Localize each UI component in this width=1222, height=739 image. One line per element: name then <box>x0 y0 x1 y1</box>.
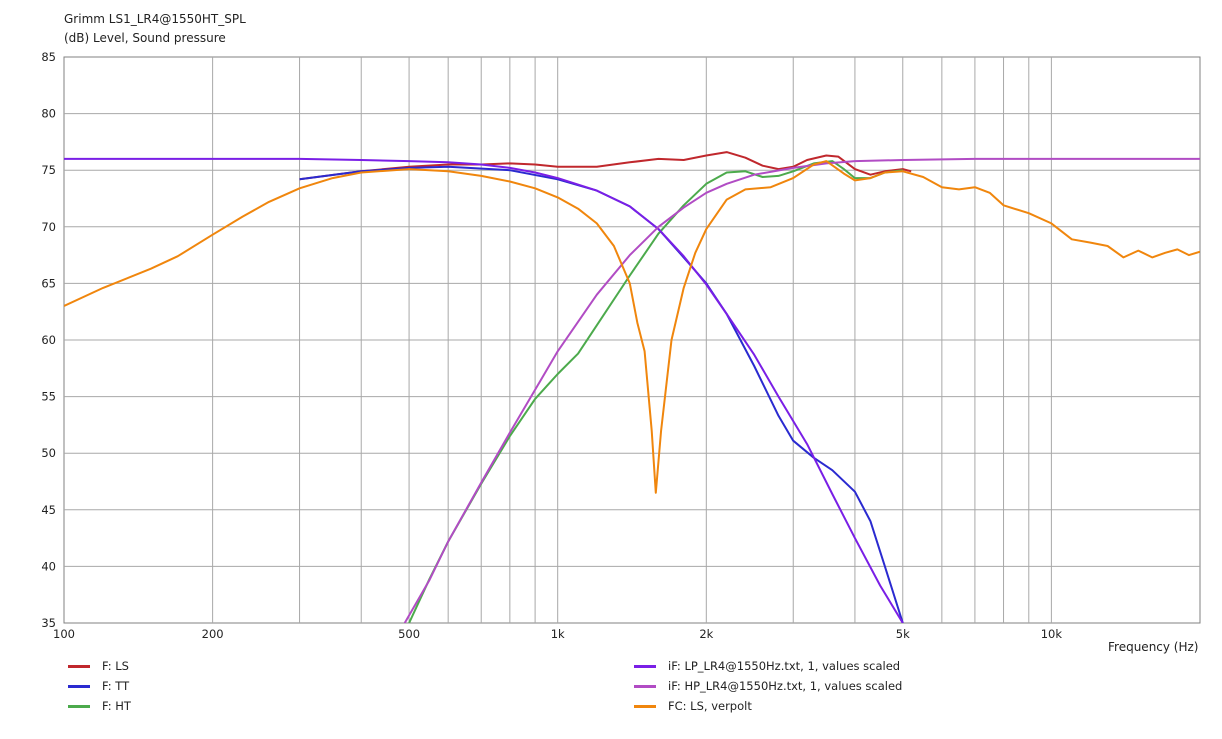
legend-right: iF: LP_LR4@1550Hz.txt, 1, values scaled … <box>634 656 902 716</box>
series-line-3 <box>64 157 904 623</box>
chart-title: Grimm LS1_LR4@1550HT_SPL <box>64 12 246 26</box>
legend-item: F: HT <box>68 696 131 716</box>
x-axis-label: Frequency (Hz) <box>1108 640 1199 654</box>
x-tick-label: 200 <box>202 627 224 641</box>
y-tick-label: 65 <box>41 276 56 290</box>
y-tick-label: 40 <box>41 559 56 573</box>
legend-swatch-hp <box>634 684 656 688</box>
legend-swatch-lp <box>634 664 656 668</box>
tick-labels: 35 40 45 50 55 60 65 70 75 80 85 100 200 500 1k 2k 5k 10k <box>41 50 1062 641</box>
y-tick-label: 50 <box>41 446 56 460</box>
x-tick-label: 500 <box>398 627 420 641</box>
legend-swatch-fc <box>634 704 656 708</box>
legend-item: FC: LS, verpolt <box>634 696 902 716</box>
series-line-4 <box>403 157 1200 623</box>
y-tick-label: 60 <box>41 333 56 347</box>
y-tick-label: 75 <box>41 163 56 177</box>
y-tick-label: 55 <box>41 390 56 404</box>
legend-left: F: LS F: TT F: HT <box>68 656 131 716</box>
legend-label: FC: LS, verpolt <box>668 699 752 713</box>
legend-label: F: HT <box>102 699 131 713</box>
series-line-2 <box>408 160 903 623</box>
x-tick-label: 2k <box>699 627 713 641</box>
legend-label: F: TT <box>102 679 130 693</box>
y-tick-label: 80 <box>41 107 56 121</box>
legend-item: F: TT <box>68 676 131 696</box>
legend-label: iF: HP_LR4@1550Hz.txt, 1, values scaled <box>668 679 903 693</box>
y-tick-label: 35 <box>41 616 56 630</box>
y-axis-label: (dB) Level, Sound pressure <box>64 31 226 45</box>
legend-swatch-tt <box>68 684 90 688</box>
legend-item: iF: LP_LR4@1550Hz.txt, 1, values scaled <box>634 656 902 676</box>
y-tick-label: 85 <box>41 50 56 64</box>
x-tick-label: 5k <box>896 627 910 641</box>
legend-label: iF: LP_LR4@1550Hz.txt, 1, values scaled <box>668 659 901 673</box>
x-tick-label: 100 <box>53 627 75 641</box>
legend-item: iF: HP_LR4@1550Hz.txt, 1, values scaled <box>634 676 902 696</box>
x-tick-label: 10k <box>1041 627 1063 641</box>
legend-swatch-ht <box>68 704 90 708</box>
y-tick-label: 45 <box>41 503 56 517</box>
x-tick-label: 1k <box>551 627 565 641</box>
grid <box>64 57 1200 623</box>
y-tick-label: 70 <box>41 220 56 234</box>
series-group <box>64 151 1200 623</box>
legend-label: F: LS <box>102 659 129 673</box>
legend-item: F: LS <box>68 656 131 676</box>
series-line-5 <box>64 160 1200 494</box>
legend-swatch-ls <box>68 664 90 668</box>
